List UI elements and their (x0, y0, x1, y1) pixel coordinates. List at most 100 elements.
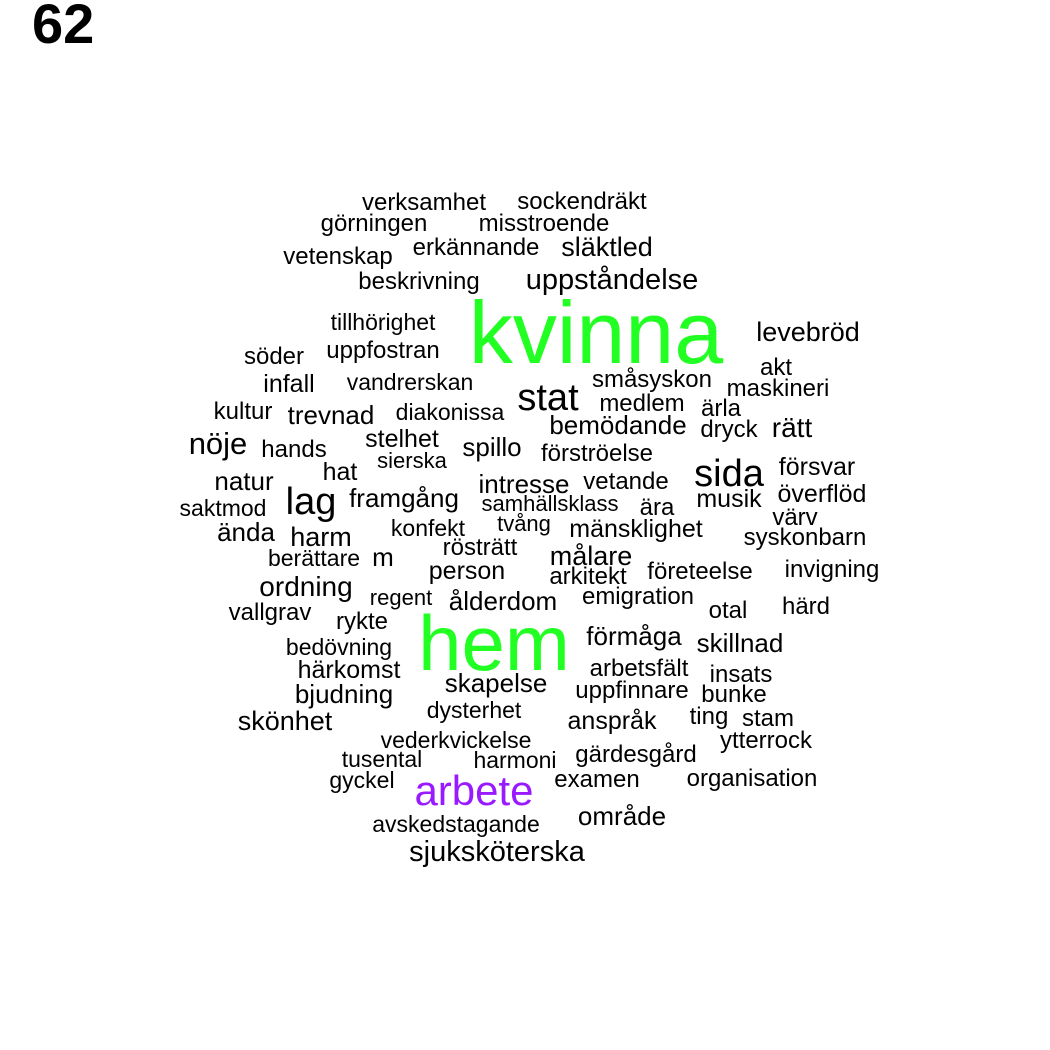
word-omrade: område (577, 801, 667, 831)
word-uppstandelse: uppståndelse (525, 263, 699, 296)
word-hat: hat (322, 457, 358, 486)
word-formaga: förmåga (586, 621, 682, 651)
word-berattare: berättare (267, 544, 361, 571)
word-forsvar: försvar (778, 452, 856, 481)
word-sockendrakt: sockendräkt (517, 188, 647, 215)
word-examen: examen (554, 766, 640, 793)
word-verksamhet: verksamhet (361, 189, 487, 216)
word-framgang: framgång (349, 483, 459, 513)
word-ansprak: anspråk (567, 706, 657, 735)
word-regent: regent (369, 585, 433, 610)
word-ordning: ordning (259, 571, 353, 602)
word-ting: ting (689, 703, 729, 730)
word-uppfinnare: uppfinnare (575, 677, 689, 704)
word-dysterhet: dysterhet (426, 696, 522, 723)
word-anda: ända (217, 517, 275, 547)
word-arbetsfalt: arbetsfält (589, 655, 689, 682)
word-vallgrav: vallgrav (228, 599, 312, 626)
word-varv: värv (772, 504, 818, 531)
word-mansklighet: mänsklighet (569, 514, 703, 543)
word-erkannande: erkännande (412, 234, 540, 261)
word-infall: infall (263, 369, 315, 398)
word-tusental: tusental (341, 745, 423, 772)
word-rykte: rykte (335, 608, 388, 635)
page-number: 62 (32, 0, 95, 55)
word-vetenskap: vetenskap (283, 243, 393, 270)
word-arkitekt: arkitekt (549, 563, 627, 590)
word-tvang: tvång (497, 511, 551, 536)
word-arbete: arbete (414, 767, 534, 814)
word-vetande: vetande (583, 468, 669, 495)
word-konfekt: konfekt (390, 514, 466, 541)
word-sida: sida (694, 453, 764, 495)
word-misstroende: misstroende (478, 210, 610, 237)
word-trevnad: trevnad (287, 400, 375, 430)
word-lag: lag (285, 481, 337, 523)
word-syskonbarn: syskonbarn (743, 524, 867, 551)
word-arla: ärla (700, 395, 742, 422)
word-intresse: intresse (478, 469, 570, 499)
word-tillhorighet: tillhörighet (330, 308, 436, 335)
word-alderdom: ålderdom (448, 586, 558, 616)
word-overflod: överflöd (777, 479, 867, 508)
word-akt: akt (759, 354, 792, 381)
word-ytterrock: ytterrock (719, 727, 812, 754)
word-bedovning: bedövning (285, 633, 393, 660)
word-sierska: sierska (377, 448, 447, 473)
word-stat: stat (517, 377, 579, 419)
word-bemodande: bemödande (549, 410, 687, 440)
word-malare: målare (549, 540, 633, 571)
word-otal: otal (708, 597, 748, 624)
word-smasyskon: småsyskon (591, 366, 713, 393)
word-skillnad: skillnad (696, 628, 784, 658)
word-natur: natur (214, 466, 274, 496)
word-stam: stam (741, 705, 794, 732)
word-skapelse: skapelse (444, 668, 548, 698)
word-organisation: organisation (686, 765, 818, 792)
word-kvinna: kvinna (468, 283, 724, 382)
word-harkomst: härkomst (297, 655, 401, 684)
word-stelhet: stelhet (365, 424, 439, 453)
word-gorningen: görningen (320, 210, 428, 237)
word-gardesgard: gärdesgård (575, 741, 697, 768)
word-ratt: rätt (771, 412, 813, 443)
word-soder: söder (243, 343, 305, 370)
word-m: m (372, 542, 394, 572)
word-harm: harm (290, 521, 352, 552)
word-vederkvickelse: vederkvickelse (380, 726, 532, 753)
word-saktmod: saktmod (179, 494, 267, 521)
word-dryck: dryck (700, 416, 758, 443)
word-ara: ära (639, 494, 675, 521)
word-slaktled: släktled (561, 231, 653, 262)
word-sjukskoterska: sjuksköterska (409, 835, 585, 868)
word-noje: nöje (188, 425, 248, 461)
word-musik: musik (696, 484, 762, 513)
word-insats: insats (709, 661, 773, 688)
word-beskrivning: beskrivning (358, 268, 480, 295)
word-bjudning: bjudning (294, 679, 394, 709)
word-avskedstagande: avskedstagande (372, 810, 540, 837)
word-skonhet: skönhet (237, 705, 333, 736)
word-hands: hands (261, 436, 327, 463)
word-vandrerskan: vandrerskan (346, 368, 474, 395)
word-rostratt: rösträtt (442, 534, 518, 561)
word-invigning: invigning (784, 556, 880, 583)
word-uppfostran: uppfostran (326, 337, 440, 364)
word-hard: härd (781, 593, 831, 620)
word-forstroelse: förströelse (540, 440, 654, 467)
word-diakonissa: diakonissa (395, 398, 505, 425)
word-gyckel: gyckel (329, 766, 395, 793)
word-foreteelse: företeelse (647, 558, 753, 585)
word-maskineri: maskineri (726, 375, 830, 402)
word-levebrod: levebröd (756, 316, 860, 347)
word-bunke: bunke (701, 681, 767, 708)
word-kultur: kultur (213, 398, 273, 425)
word-emigration: emigration (581, 583, 695, 610)
word-spillo: spillo (462, 432, 522, 462)
word-harmoni: harmoni (473, 746, 557, 773)
word-medlem: medlem (599, 390, 685, 417)
word-samhallsklass: samhällsklass (481, 491, 619, 516)
word-person: person (428, 556, 506, 585)
word-hem: hem (418, 599, 570, 687)
